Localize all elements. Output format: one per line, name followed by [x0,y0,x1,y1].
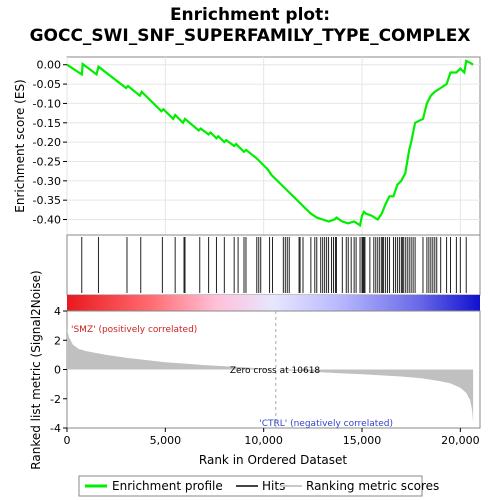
es-tick-label: -0.35 [33,194,61,207]
ranking-metric-area [67,328,474,423]
metric-tick-label: -2 [50,393,61,406]
x-axis-label: Rank in Ordered Dataset [199,453,347,467]
legend-label-enrichment: Enrichment profile [112,479,223,493]
positive-label: 'SMZ' (positively correlated) [71,325,197,335]
hits-lines [81,237,467,293]
es-y-label: Enrichment score (ES) [13,79,27,212]
ranking-color-bar [67,295,480,311]
x-tick-label: 10,000 [244,434,283,447]
legend-label-metric: Ranking metric scores [306,479,439,493]
x-tick-label: 0 [64,434,71,447]
es-y-axis: 0.00 -0.05 -0.10 -0.15 -0.20 -0.25 -0.30 -0.35 -… [33,59,67,227]
hits-panel [66,234,481,296]
es-tick-label: -0.15 [33,117,61,130]
x-tick-label: 5,000 [150,434,182,447]
es-tick-label: -0.40 [33,214,61,227]
metric-y-label: Ranked list metric (Signal2Noise) [29,270,43,469]
es-tick-label: -0.20 [33,136,61,149]
metric-y-axis: 4 2 0 -2 -4 [50,305,67,435]
metric-tick-label: 4 [54,305,61,318]
legend-label-hits: Hits [262,479,285,493]
es-tick-label: 0.00 [37,59,62,72]
negative-label: 'CTRL' (negatively correlated) [259,419,393,429]
zero-cross-label: Zero cross at 10618 [230,366,321,376]
es-tick-label: -0.30 [33,175,61,188]
metric-tick-label: 0 [54,364,61,377]
legend: Enrichment profile Hits Ranking metric s… [78,475,439,497]
metric-tick-label: 2 [54,334,61,347]
es-tick-label: -0.10 [33,97,61,110]
es-tick-label: -0.25 [33,155,61,168]
enrichment-profile-line [66,59,474,228]
x-tick-label: 15,000 [343,434,382,447]
x-axis: 0 5,000 10,000 15,000 20,000 [64,428,480,447]
es-gridlines [66,57,480,235]
chart-title-line1: Enrichment plot: [170,5,330,25]
es-tick-label: -0.05 [33,78,61,91]
metric-tick-label: -4 [50,422,61,435]
chart-title-line2: GOCC_SWI_SNF_SUPERFAMILY_TYPE_COMPLEX [30,26,471,46]
x-tick-label: 20,000 [441,434,480,447]
